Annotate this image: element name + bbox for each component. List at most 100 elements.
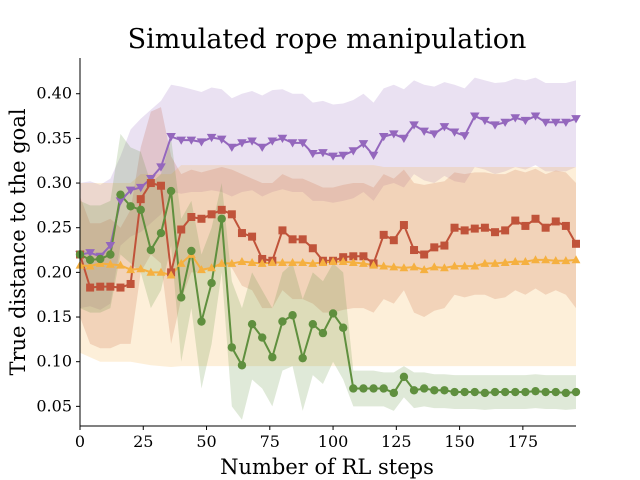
- y-tick-label: 0.40: [36, 84, 72, 103]
- x-axis-label: Number of RL steps: [220, 455, 434, 479]
- point-green: [227, 343, 237, 352]
- point-green: [561, 388, 571, 398]
- point-orange: [500, 257, 510, 266]
- point-red: [207, 210, 216, 219]
- point-red: [541, 223, 550, 232]
- y-tick-label: 0.20: [36, 262, 72, 281]
- point-red: [389, 236, 398, 245]
- point-green: [571, 387, 581, 397]
- point-green: [541, 387, 550, 397]
- point-green: [511, 387, 520, 397]
- point-green: [359, 384, 368, 393]
- point-orange: [328, 257, 338, 266]
- point-green: [96, 254, 105, 264]
- point-orange: [156, 267, 166, 276]
- point-green: [187, 246, 196, 256]
- point-purple: [216, 135, 227, 144]
- point-orange: [399, 263, 409, 272]
- point-orange: [237, 257, 247, 266]
- point-green: [258, 333, 267, 342]
- point-green: [197, 317, 206, 326]
- point-green: [379, 384, 388, 393]
- point-red: [197, 214, 206, 223]
- point-green: [318, 328, 328, 338]
- point-red: [501, 226, 510, 235]
- point-purple: [186, 136, 197, 145]
- point-green: [146, 245, 156, 255]
- series-markers: [75, 112, 581, 398]
- point-red: [187, 212, 196, 221]
- point-green: [328, 309, 338, 318]
- point-purple: [469, 112, 480, 121]
- point-orange: [480, 258, 490, 267]
- band-red: [80, 107, 576, 349]
- point-orange: [207, 263, 216, 272]
- point-orange: [510, 257, 520, 266]
- point-green: [531, 386, 540, 396]
- point-green: [177, 293, 186, 302]
- point-orange: [450, 261, 459, 270]
- point-purple: [277, 134, 288, 143]
- chart-title: Simulated rope manipulation: [128, 24, 527, 55]
- point-purple: [378, 133, 389, 142]
- point-green: [430, 386, 439, 395]
- point-red: [359, 252, 368, 261]
- point-red: [491, 228, 500, 237]
- point-orange: [561, 256, 571, 265]
- point-red: [440, 241, 449, 250]
- point-purple: [388, 130, 399, 139]
- point-green: [85, 255, 95, 265]
- point-red: [278, 226, 287, 235]
- point-orange: [257, 258, 267, 267]
- point-orange: [531, 255, 540, 264]
- point-red: [116, 283, 125, 292]
- point-purple: [166, 133, 176, 142]
- point-red: [480, 223, 489, 232]
- point-green: [369, 384, 378, 393]
- point-orange: [541, 255, 551, 264]
- point-purple: [247, 137, 257, 146]
- point-purple: [115, 197, 126, 206]
- x-tick-label: 75: [260, 432, 280, 451]
- point-purple: [348, 147, 359, 156]
- point-purple: [176, 136, 187, 145]
- point-red: [531, 214, 540, 223]
- point-green: [490, 387, 500, 397]
- point-purple: [368, 151, 379, 160]
- point-red: [156, 181, 165, 190]
- point-purple: [399, 134, 409, 143]
- point-green: [237, 361, 247, 370]
- point-orange: [217, 258, 227, 267]
- point-purple: [449, 128, 460, 137]
- point-purple: [297, 139, 308, 148]
- point-red: [572, 239, 580, 248]
- x-tick-label: 0: [75, 432, 85, 451]
- point-red: [410, 246, 419, 255]
- point-red: [177, 225, 186, 234]
- point-purple: [135, 183, 146, 193]
- x-tick-label: 100: [318, 432, 349, 451]
- x-tick-label: 150: [444, 432, 475, 451]
- point-purple: [196, 138, 207, 147]
- point-orange: [247, 257, 257, 266]
- point-orange: [520, 257, 530, 266]
- point-purple: [227, 143, 237, 152]
- point-green: [338, 323, 348, 332]
- y-tick-label: 0.10: [36, 352, 72, 371]
- band-green: [80, 133, 576, 420]
- point-red: [470, 224, 479, 233]
- point-green: [399, 372, 409, 382]
- point-red: [450, 223, 459, 232]
- point-red: [288, 235, 297, 244]
- point-orange: [338, 257, 348, 266]
- point-purple: [338, 151, 348, 160]
- point-purple: [429, 130, 440, 139]
- point-orange: [429, 262, 439, 271]
- point-red: [511, 216, 520, 225]
- point-orange: [197, 265, 206, 274]
- point-orange: [136, 264, 146, 273]
- point-purple: [125, 186, 136, 195]
- point-green: [349, 384, 358, 393]
- point-red: [430, 243, 439, 252]
- point-green: [450, 387, 459, 397]
